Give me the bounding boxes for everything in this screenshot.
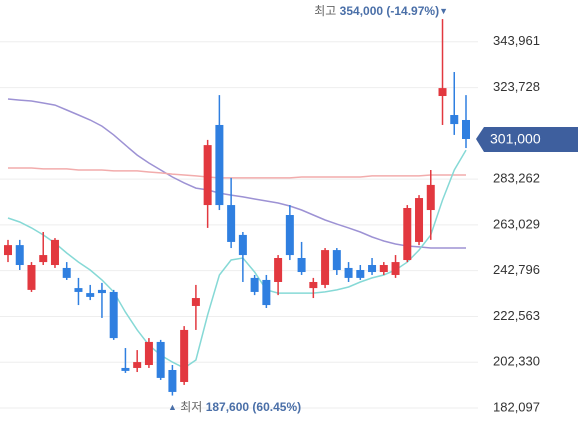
candle-body [4, 245, 12, 256]
candle-body [133, 362, 142, 368]
candle-body [297, 258, 306, 273]
y-tick-label: 263,029 [493, 216, 540, 231]
moving-averages [7, 98, 467, 369]
candle-body [86, 293, 95, 297]
low-annotation: ▲ 최저 187,600 (60.45%) [168, 400, 301, 414]
low-marker: ▲ [168, 402, 177, 412]
y-tick-label: 343,961 [493, 33, 540, 48]
candle-body [180, 329, 189, 382]
candle-body [274, 258, 283, 282]
candle-body [391, 262, 400, 275]
candle-body [238, 234, 247, 256]
candle-body [309, 281, 318, 289]
candle-body [462, 119, 470, 139]
candle-body [450, 115, 459, 125]
candle-body [62, 267, 71, 278]
candle-body [379, 265, 388, 273]
high-marker: ▼ [439, 6, 448, 16]
candle-body [27, 265, 36, 290]
last-price-label: 301,000 [490, 131, 541, 147]
candle-body [203, 145, 212, 206]
candle-body [426, 184, 435, 211]
y-tick-label: 222,563 [493, 308, 540, 323]
candle-body [121, 367, 130, 371]
high-value: 354,000 (-14.97%) [340, 4, 439, 18]
low-value: 187,600 (60.45%) [206, 400, 301, 414]
candle-body [262, 279, 271, 306]
y-tick-label: 242,796 [493, 262, 540, 277]
candle-body [403, 208, 412, 261]
candle-body [144, 341, 153, 366]
last-price-box [476, 127, 578, 152]
candle-body [156, 341, 165, 378]
candle-body [415, 198, 424, 242]
candle-body [39, 255, 48, 263]
candle-body [368, 265, 377, 273]
moving-average-line [7, 98, 466, 249]
high-annotation: 최고 354,000 (-14.97%)▼ [314, 4, 448, 18]
candle-body [332, 250, 341, 270]
y-tick-label: 283,262 [493, 171, 540, 186]
moving-average-line [7, 149, 467, 369]
candle-body [168, 369, 177, 392]
high-label: 최고 [314, 4, 336, 18]
grid: 182,097 202,330 222,563 242,796 263,029 283,2… [0, 33, 540, 414]
candles [4, 19, 470, 396]
candle-body [50, 239, 59, 266]
candle-body [215, 124, 224, 206]
candle-body [344, 267, 353, 278]
candle-body [191, 298, 200, 306]
candle-body [227, 205, 236, 242]
candle-body [250, 277, 259, 292]
candle-body [74, 288, 83, 292]
candle-body [97, 289, 106, 294]
candle-body [438, 88, 447, 97]
candle-body [109, 291, 118, 339]
y-tick-label: 323,728 [493, 79, 540, 94]
candle-body [285, 215, 294, 256]
y-tick-label: 182,097 [493, 399, 540, 414]
low-label: 최저 [180, 400, 202, 414]
candle-body [15, 245, 24, 266]
candle-body [356, 269, 365, 278]
y-tick-label: 202,330 [493, 354, 540, 369]
candle-body [321, 250, 330, 285]
moving-average-line [8, 167, 466, 179]
